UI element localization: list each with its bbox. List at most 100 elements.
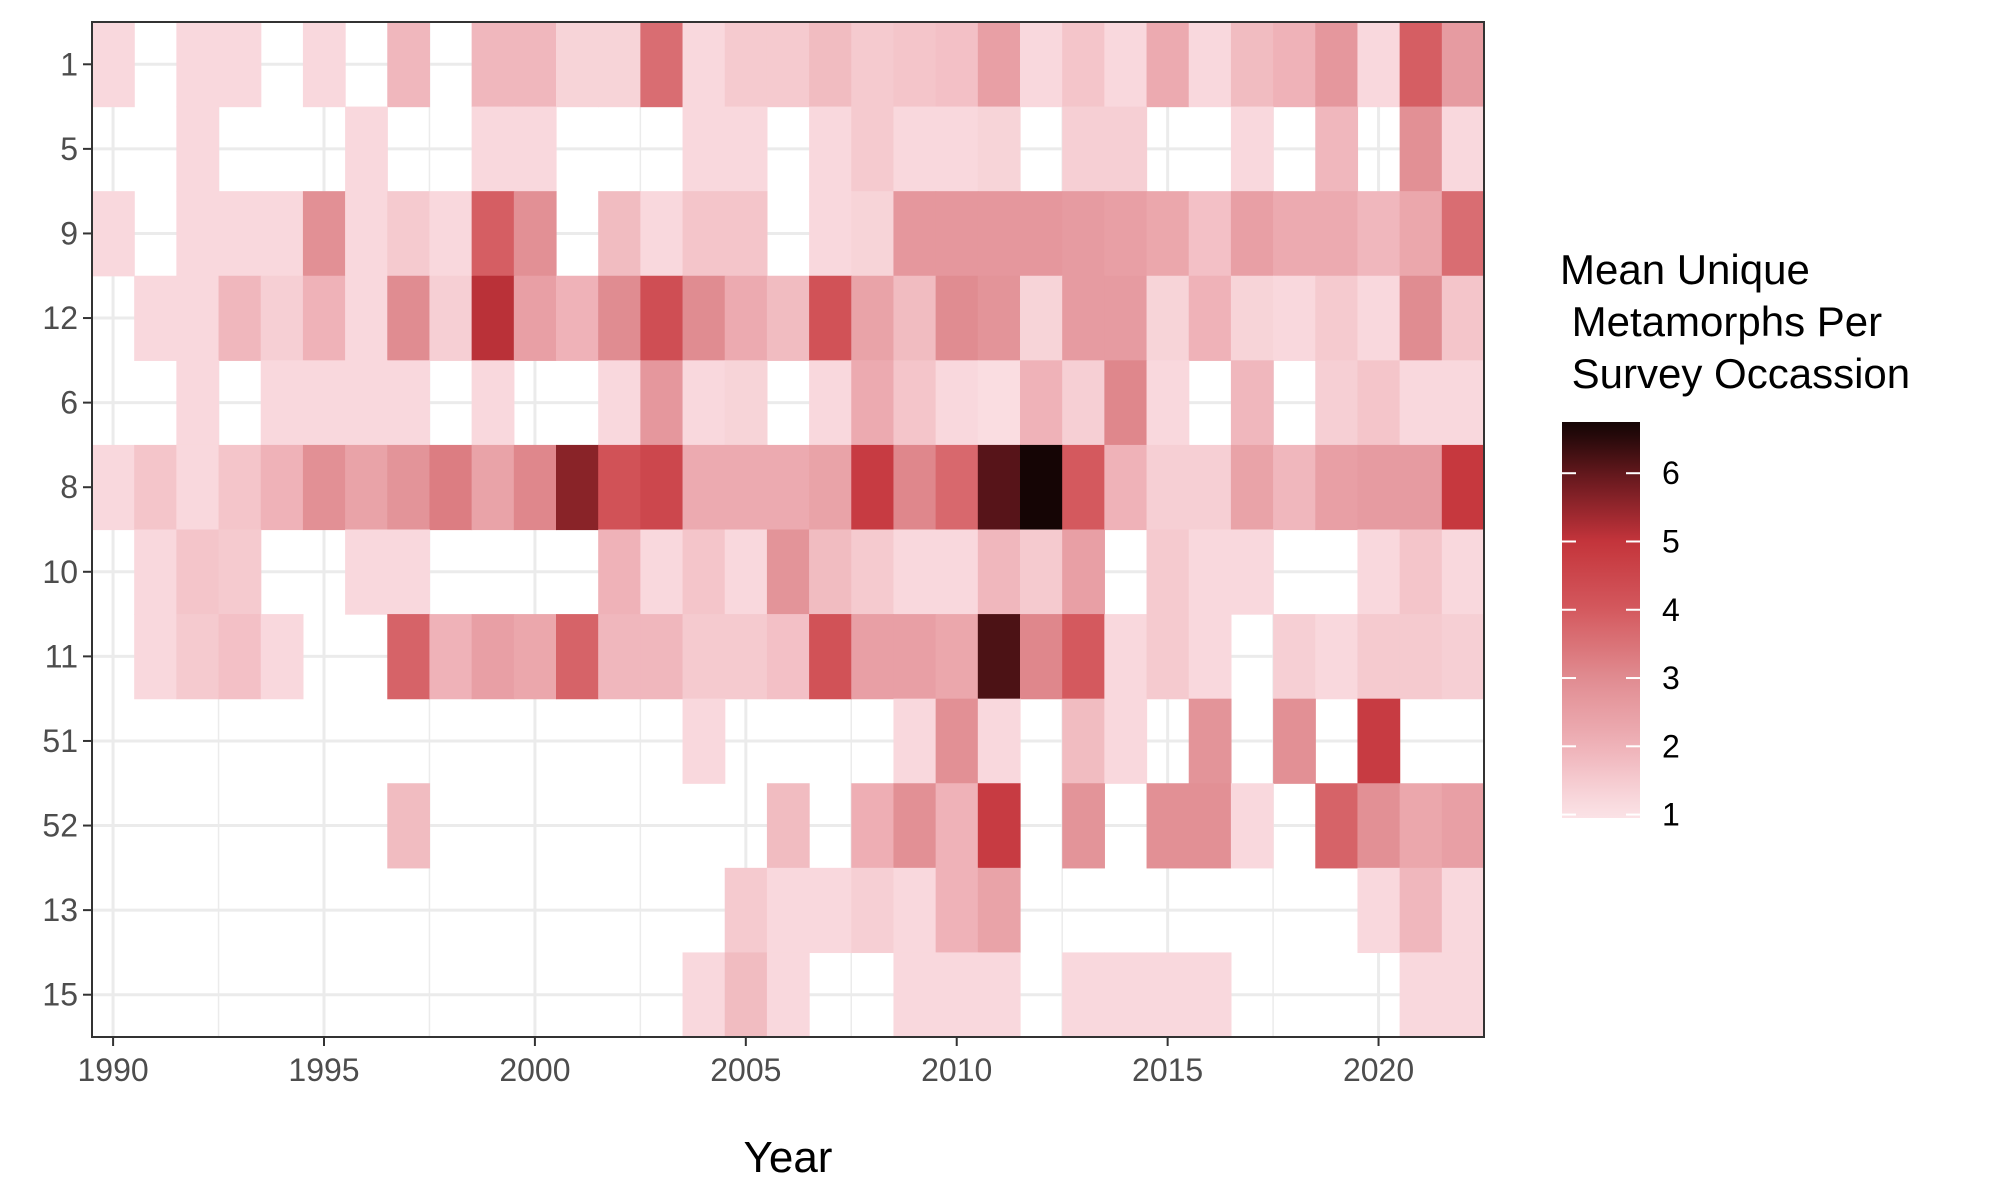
heatmap-cell (1020, 22, 1063, 108)
heatmap-cell (1315, 275, 1359, 361)
heatmap-cell (977, 275, 1021, 361)
heatmap-cell (682, 106, 726, 192)
heatmap-cell (1188, 275, 1232, 361)
heatmap-cell (893, 106, 937, 192)
heatmap-cell (218, 529, 262, 615)
heatmap-cell (1441, 867, 1485, 954)
heatmap-cell (471, 444, 515, 531)
heatmap-cell (809, 529, 852, 615)
heatmap-cell (640, 529, 684, 615)
heatmap-cell (682, 22, 726, 108)
heatmap-cell (893, 360, 937, 446)
legend-tick-label: 4 (1662, 592, 1680, 628)
heatmap-cell (598, 275, 641, 361)
x-tick-label: 1990 (77, 1052, 148, 1088)
heatmap-cell (766, 22, 810, 108)
heatmap-cell (513, 22, 557, 108)
heatmap-cell (176, 22, 220, 108)
y-tick-label: 13 (42, 892, 78, 928)
heatmap-cell (766, 867, 810, 954)
heatmap-cell (640, 191, 684, 277)
heatmap-cell (513, 444, 557, 531)
heatmap-cell (766, 952, 810, 1038)
heatmap-cell (1357, 529, 1401, 615)
y-tick-label: 6 (60, 385, 78, 421)
heatmap-cell (1357, 22, 1401, 108)
heatmap-cell (1273, 22, 1316, 108)
heatmap-cell (513, 275, 557, 361)
heatmap-cell (1188, 444, 1232, 531)
heatmap-cell (766, 275, 810, 361)
heatmap-cell (1104, 275, 1148, 361)
heatmap-cell (724, 191, 768, 277)
heatmap-cell (893, 22, 937, 108)
heatmap-cell (598, 529, 641, 615)
heatmap-cell (640, 22, 684, 108)
heatmap-cell (134, 614, 177, 700)
heatmap-cell (1357, 614, 1401, 700)
plot-panel-border (91, 21, 1485, 1038)
heatmap-cell (682, 191, 726, 277)
heatmap-cell (1104, 952, 1148, 1038)
heatmap-cell (134, 275, 177, 361)
heatmap-cell (92, 22, 135, 108)
heatmap-cell (598, 191, 641, 277)
heatmap-cell (176, 529, 220, 615)
heatmap-cell (1146, 783, 1190, 869)
legend-title-line-2: Metamorphs Per (1560, 298, 1882, 345)
y-tick-label: 9 (60, 215, 78, 251)
heatmap-cell (1357, 444, 1401, 531)
heatmap-cell (1230, 444, 1274, 531)
heatmap-cell (1146, 191, 1190, 277)
heatmap-cell (1273, 275, 1316, 361)
x-tick-label: 2020 (1343, 1052, 1414, 1088)
legend-tick-label: 1 (1662, 797, 1680, 833)
heatmap-cell (893, 191, 937, 277)
heatmap-cell (935, 22, 979, 108)
heatmap-cell (176, 191, 220, 277)
heatmap-cell (302, 191, 346, 277)
heatmap-cell (977, 952, 1021, 1038)
x-tick-label: 2010 (921, 1052, 992, 1088)
heatmap-cell (1188, 698, 1232, 784)
heatmap-cell (471, 22, 515, 108)
heatmap-cell (176, 106, 220, 192)
heatmap-cell (1315, 614, 1359, 700)
heatmap-cell (1104, 22, 1148, 108)
heatmap-cell (724, 275, 768, 361)
heatmap-cell (977, 614, 1021, 700)
heatmap-cell (935, 698, 979, 784)
heatmap-cell (1230, 275, 1274, 361)
heatmap-cell (1146, 614, 1190, 700)
heatmap-cell (1062, 614, 1105, 700)
heatmap-cell (809, 106, 852, 192)
heatmap-cell (387, 360, 431, 446)
y-tick-label: 11 (45, 638, 78, 674)
x-tick-label: 2005 (710, 1052, 781, 1088)
heatmap-cell (387, 22, 431, 108)
heatmap-cell (429, 275, 473, 361)
heatmap-cell (724, 529, 768, 615)
heatmap-cell (1315, 444, 1359, 531)
heatmap-cell (1062, 783, 1105, 869)
heatmap-cell (682, 444, 726, 531)
heatmap-cell (640, 275, 684, 361)
heatmap-cell (302, 444, 346, 531)
heatmap-cell (387, 275, 431, 361)
heatmap-cell (724, 952, 768, 1038)
heatmap-cell (1188, 614, 1232, 700)
legend-tick-label: 3 (1662, 660, 1680, 696)
heatmap-cell (893, 614, 937, 700)
heatmap-cell (1062, 698, 1105, 784)
heatmap-cell (1441, 444, 1485, 531)
heatmap-cell (766, 444, 810, 531)
heatmap-cell (1230, 783, 1274, 869)
heatmap-cell (766, 783, 810, 869)
heatmap-cell (260, 191, 304, 277)
heatmap-cell (556, 444, 599, 531)
heatmap-cell (935, 952, 979, 1038)
heatmap-cell (1441, 360, 1485, 446)
y-tick-label: 15 (42, 977, 78, 1013)
heatmap-cell (1315, 783, 1359, 869)
heatmap-cell (1104, 360, 1148, 446)
